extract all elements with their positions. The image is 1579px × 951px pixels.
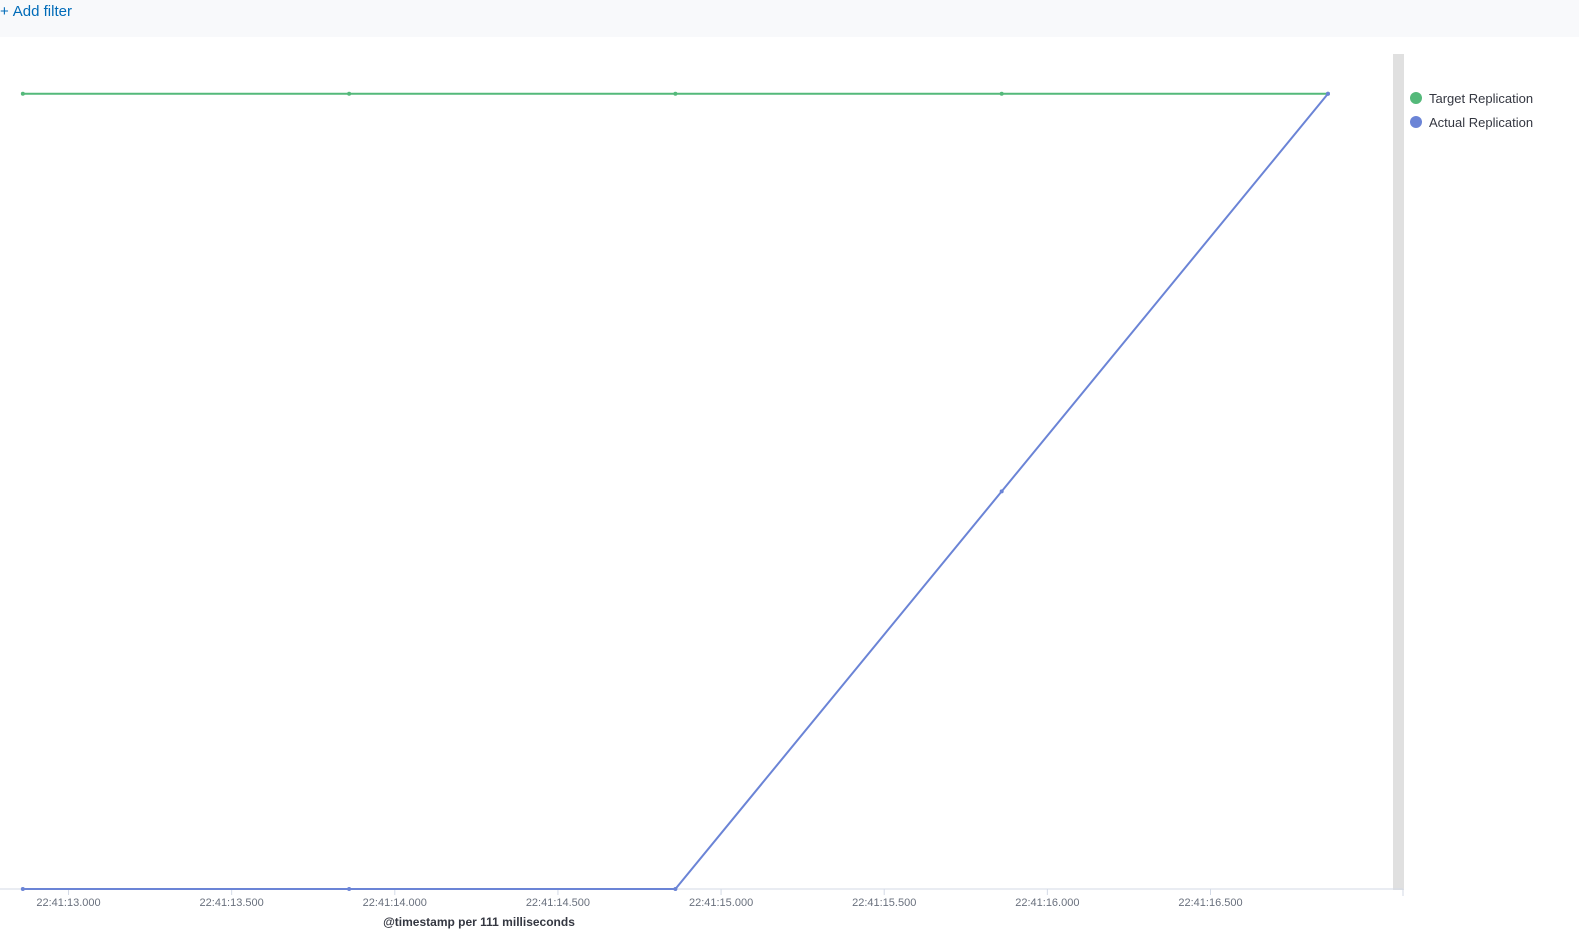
actual-replication-dot-icon	[1410, 116, 1422, 128]
data-point-actual-replication[interactable]	[1325, 91, 1330, 96]
data-point-actual-replication[interactable]	[673, 887, 678, 891]
line-chart: 22:41:13.000 22:41:13.500 22:41:14.000 22:4…	[0, 54, 1404, 929]
legend: Target Replication Actual Replication	[1410, 86, 1560, 134]
legend-label: Actual Replication	[1429, 114, 1534, 130]
data-point-target-replication[interactable]	[20, 91, 25, 96]
add-filter-button[interactable]: + Add filter	[0, 3, 72, 20]
data-point-target-replication[interactable]	[999, 91, 1004, 96]
x-tick-label: 22:41:15.000	[689, 897, 753, 909]
target-replication-dot-icon	[1410, 92, 1422, 104]
x-tick-label: 22:41:15.500	[852, 897, 916, 909]
x-tick-label: 22:41:16.000	[1015, 897, 1079, 909]
data-point-target-replication[interactable]	[673, 91, 678, 96]
add-filter-label: Add filter	[12, 3, 72, 20]
plus-icon: +	[0, 3, 9, 20]
data-point-actual-replication[interactable]	[347, 887, 352, 891]
x-axis-title: @timestamp per 111 milliseconds	[383, 915, 575, 929]
chart-panel: 22:41:13.000 22:41:13.500 22:41:14.000 22:4…	[0, 37, 1563, 951]
data-point-actual-replication[interactable]	[999, 489, 1004, 494]
x-tick-label: 22:41:14.000	[363, 897, 427, 909]
legend-item-target-replication[interactable]: Target Replication	[1410, 86, 1560, 110]
legend-label: Target Replication	[1429, 90, 1534, 106]
legend-scrollbar[interactable]	[1393, 54, 1404, 890]
legend-item-actual-replication[interactable]: Actual Replication	[1410, 110, 1560, 134]
x-tick-label: 22:41:14.500	[526, 897, 590, 909]
series-line-actual-replication	[22, 93, 1329, 890]
data-point-target-replication[interactable]	[347, 91, 352, 96]
data-point-actual-replication[interactable]	[20, 887, 25, 891]
filter-bar: + Add filter	[0, 0, 1579, 37]
x-tick-label: 22:41:13.500	[200, 897, 264, 909]
series-layer	[20, 91, 1330, 891]
x-tick-label: 22:41:13.000	[36, 897, 100, 909]
x-tick-label: 22:41:16.500	[1178, 897, 1242, 909]
x-axis-ticks: 22:41:13.000 22:41:13.500 22:41:14.000 22:4…	[36, 889, 1243, 909]
